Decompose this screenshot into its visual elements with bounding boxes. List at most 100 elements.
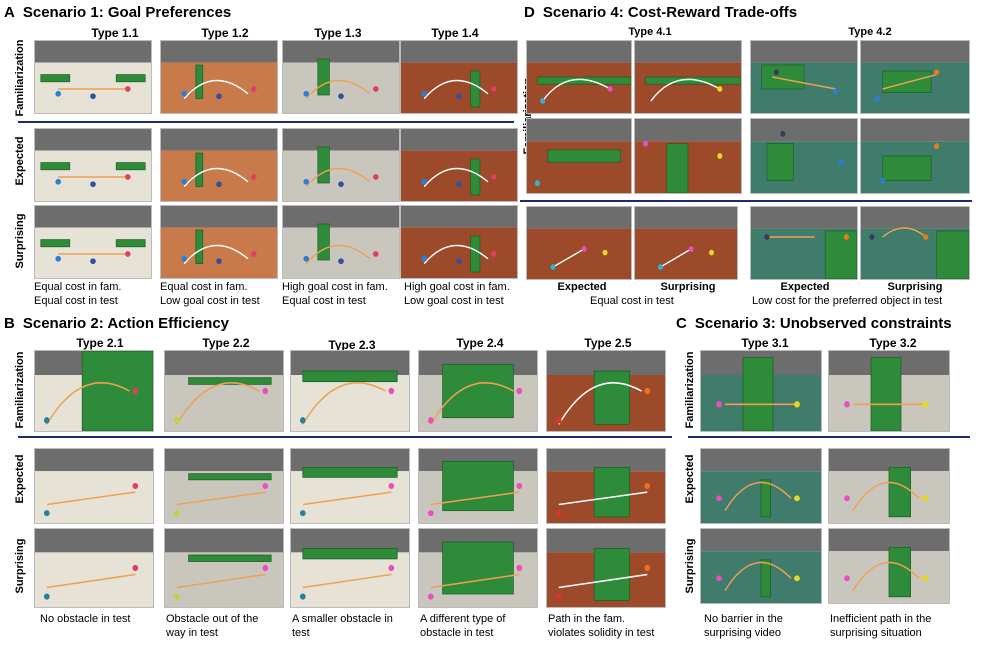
caption-line: A smaller obstacle in — [292, 613, 393, 625]
scene-thumbnail — [526, 206, 632, 280]
section-title-text: Scenario 1: Goal Preferences — [22, 4, 232, 21]
scene-thumbnail — [634, 118, 742, 194]
scene-thumbnail — [418, 528, 538, 608]
scene-thumbnail — [860, 40, 970, 114]
scene-thumbnail — [34, 350, 154, 432]
caption-line: Equal cost in test — [590, 295, 674, 307]
section-title-text: Scenario 4: Cost-Reward Trade-offs — [542, 4, 798, 21]
caption-line: No obstacle in test — [40, 613, 131, 625]
row-label: Familiarization — [14, 351, 26, 429]
scene-thumbnail — [290, 528, 410, 608]
test-label: Surprising — [887, 281, 943, 293]
section-letter: B — [4, 315, 15, 332]
scene-thumbnail — [546, 448, 666, 524]
type-label: Type 2.1 — [76, 336, 124, 350]
caption-line: Equal cost in fam. — [34, 281, 122, 293]
caption-line: Low goal cost in test — [404, 295, 504, 307]
row-label: Surprising — [684, 538, 696, 594]
scene-thumbnail — [34, 128, 152, 202]
scene-thumbnail — [282, 128, 400, 202]
scene-thumbnail — [546, 528, 666, 608]
caption-line: A different type of — [420, 613, 506, 625]
scene-thumbnail — [160, 205, 278, 279]
caption-line: No barrier in the — [704, 613, 783, 625]
scene-thumbnail — [282, 205, 400, 279]
scene-thumbnail — [700, 350, 822, 432]
caption-line: Obstacle out of the — [166, 613, 259, 625]
scene-thumbnail — [750, 206, 858, 280]
row-label: Familiarization — [684, 351, 696, 429]
scene-thumbnail — [526, 40, 632, 114]
type-label: Type 3.2 — [869, 336, 917, 350]
caption-line: obstacle in test — [420, 627, 494, 639]
section-letter: C — [676, 315, 687, 332]
caption-line: Equal cost in test — [282, 295, 366, 307]
caption-line: Low goal cost in test — [160, 295, 260, 307]
scene-thumbnail — [634, 206, 738, 280]
scene-thumbnail — [164, 350, 284, 432]
scene-thumbnail — [160, 40, 278, 114]
scene-thumbnail — [34, 448, 154, 524]
caption-line: Low cost for the preferred object in tes… — [752, 295, 943, 307]
divider-line — [18, 121, 514, 123]
row-label: Expected — [684, 454, 696, 504]
scene-thumbnail — [828, 448, 950, 524]
section-letter: A — [4, 4, 15, 21]
scene-thumbnail — [34, 205, 152, 279]
scene-thumbnail — [164, 528, 284, 608]
caption-line: way in test — [166, 627, 218, 639]
scene-thumbnail — [418, 350, 538, 432]
scene-thumbnail — [700, 528, 822, 604]
scene-thumbnail — [750, 118, 858, 194]
section-c-title: C Scenario 3: Unobserved constraints — [676, 315, 952, 332]
caption-line: Equal cost in fam. — [160, 281, 248, 293]
section-letter: D — [524, 4, 535, 21]
type-label: Type 3.1 — [741, 336, 789, 350]
caption-line: violates solidity in test — [548, 627, 655, 639]
scene-thumbnail — [700, 448, 822, 524]
scene-thumbnail — [400, 128, 518, 202]
divider-line — [18, 436, 672, 438]
row-label: Familiarization — [14, 39, 26, 117]
test-label: Expected — [780, 281, 830, 293]
section-d-title: D Scenario 4: Cost-Reward Trade-offs — [524, 4, 797, 21]
row-label: Surprising — [14, 538, 26, 594]
type-label: Type 2.3 — [328, 338, 376, 352]
scene-thumbnail — [34, 40, 152, 114]
scene-thumbnail — [526, 118, 632, 194]
scene-thumbnail — [750, 40, 858, 114]
type-label: Type 1.3 — [314, 26, 362, 40]
scene-thumbnail — [34, 528, 154, 608]
scene-thumbnail — [164, 448, 284, 524]
caption-line: test — [292, 627, 310, 639]
section-title-text: Scenario 3: Unobserved constraints — [694, 315, 952, 332]
type-label: Type 2.4 — [456, 336, 504, 350]
type-label: Type 4.1 — [628, 26, 672, 38]
row-label: Expected — [14, 136, 26, 186]
section-b-title: B Scenario 2: Action Efficiency — [4, 315, 229, 332]
type-label: Type 2.5 — [584, 336, 632, 350]
scene-thumbnail — [828, 350, 950, 432]
caption-line: Equal cost in test — [34, 295, 118, 307]
type-label: Type 4.2 — [848, 26, 892, 38]
scene-thumbnail — [290, 350, 410, 432]
test-label: Expected — [557, 281, 607, 293]
scene-thumbnail — [400, 205, 518, 279]
caption-line: Inefficient path in the — [830, 613, 932, 625]
divider-line — [688, 436, 970, 438]
caption-line: High goal cost in fam. — [404, 281, 510, 293]
section-title-text: Scenario 2: Action Efficiency — [22, 315, 230, 332]
caption-line: surprising situation — [830, 627, 922, 639]
scene-thumbnail — [860, 118, 970, 194]
divider-line — [520, 200, 972, 202]
type-label: Type 1.4 — [431, 26, 479, 40]
caption-line: Path in the fam. — [548, 613, 626, 625]
type-label: Type 2.2 — [202, 336, 250, 350]
caption-line: High goal cost in fam. — [282, 281, 388, 293]
type-label: Type 1.1 — [91, 26, 139, 40]
scene-thumbnail — [400, 40, 518, 114]
type-label: Type 1.2 — [201, 26, 249, 40]
scene-thumbnail — [290, 448, 410, 524]
scene-thumbnail — [828, 528, 950, 604]
scene-thumbnail — [634, 40, 742, 114]
